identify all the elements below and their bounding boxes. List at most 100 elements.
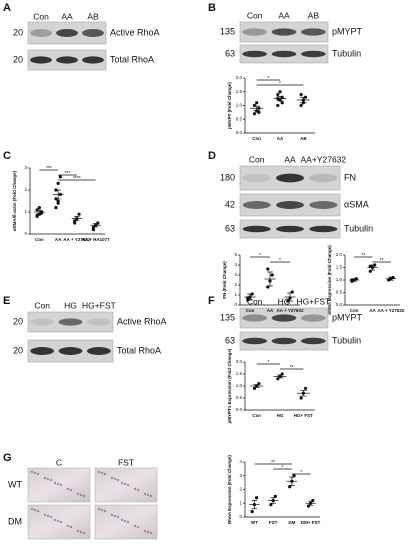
lane-label: AA+Y27632	[301, 154, 347, 164]
data-point	[91, 225, 96, 229]
data-point	[56, 199, 60, 203]
y-tick-label: 2	[239, 487, 242, 492]
nucleus	[126, 483, 130, 487]
x-tick-label: Con	[252, 136, 261, 141]
data-point	[252, 103, 257, 108]
nucleus	[66, 487, 70, 491]
nucleus	[79, 493, 83, 497]
band	[58, 318, 83, 326]
marker-label: 42	[225, 199, 235, 209]
y-tick-label: 0.0	[336, 302, 343, 307]
nucleus	[146, 530, 150, 534]
y-tick-label: 1.5	[236, 89, 243, 94]
band	[56, 29, 78, 37]
nucleus	[123, 482, 127, 486]
blot-label: pMYPT	[332, 26, 363, 36]
data-point	[299, 103, 303, 108]
nucleus	[110, 476, 114, 480]
band	[30, 56, 52, 64]
nucleus	[49, 478, 53, 482]
band	[82, 56, 104, 64]
nucleus	[126, 520, 130, 524]
lane-label: AB	[308, 10, 320, 20]
y-tick-label: 2.0	[236, 359, 243, 364]
nucleus	[46, 477, 50, 481]
error-bar	[253, 105, 260, 111]
data-point	[299, 396, 303, 400]
band	[271, 28, 297, 36]
nucleus	[113, 514, 117, 518]
nucleus	[113, 477, 117, 481]
nucleus	[116, 515, 120, 519]
lane-label: Con	[34, 300, 50, 310]
error-bar	[36, 209, 42, 215]
x-tick-label: HG+ FST	[294, 413, 313, 418]
lane-label: Con	[247, 296, 263, 306]
nucleus	[133, 524, 137, 528]
significance-label: **	[380, 258, 384, 264]
nucleus	[53, 518, 57, 522]
error-bar	[300, 96, 307, 104]
lane-label: Con	[249, 154, 265, 164]
x-tick-label: DM	[288, 520, 295, 525]
data-point	[250, 509, 254, 514]
nucleus	[33, 508, 37, 512]
nucleus	[53, 481, 57, 485]
nucleus	[103, 509, 107, 513]
significance-label: ****	[73, 176, 81, 182]
nucleus	[56, 519, 60, 523]
x-tick-label: DM+ FST	[301, 520, 321, 525]
band	[242, 314, 267, 322]
y-axis-label: RhoA Expression (Fold Change)	[227, 455, 232, 524]
marker-label: 20	[13, 54, 23, 64]
nucleus	[66, 524, 70, 528]
data-point	[37, 206, 41, 210]
data-point	[254, 496, 259, 500]
lane-label: AA	[284, 154, 296, 164]
nucleus	[59, 520, 63, 524]
significance-label: ***	[65, 171, 71, 177]
nucleus	[97, 470, 101, 474]
blot-label: αSMA	[344, 199, 369, 209]
y-tick-label: 0.5	[236, 116, 243, 121]
x-tick-label: AA	[277, 136, 284, 141]
data-point	[252, 112, 257, 116]
significance-label: **	[290, 365, 294, 371]
data-point	[276, 103, 280, 108]
panel-label: D	[208, 150, 216, 162]
panel-label: F	[208, 295, 215, 307]
marker-label: 180	[220, 172, 235, 182]
y-tick-label: 1.5	[336, 265, 343, 270]
nucleus	[79, 530, 83, 534]
band	[30, 29, 52, 37]
nucleus	[100, 471, 104, 475]
y-tick-label: 1	[234, 292, 237, 297]
error-bar	[351, 278, 357, 282]
nucleus	[43, 513, 47, 517]
data-point	[292, 474, 296, 478]
nucleus	[76, 492, 80, 496]
nucleus	[30, 507, 34, 511]
error-bar	[369, 264, 376, 271]
y-tick-label: 0	[234, 302, 237, 307]
panel-label: B	[208, 2, 216, 14]
band	[242, 173, 271, 183]
band	[242, 50, 267, 58]
significance-label: *	[279, 81, 281, 87]
data-point	[273, 494, 277, 498]
band	[309, 225, 338, 233]
panel-label: A	[3, 2, 11, 14]
nucleus	[43, 476, 47, 480]
blot-label: Active RhoA	[110, 27, 160, 37]
y-tick-label: 2	[24, 187, 27, 192]
nucleus	[120, 481, 124, 485]
nucleus	[100, 508, 104, 512]
lane-label: HG+FST	[296, 296, 330, 306]
error-bar	[276, 374, 284, 379]
data-point	[35, 213, 39, 217]
nucleus	[59, 483, 63, 487]
nucleus	[116, 478, 120, 482]
data-point	[299, 92, 303, 97]
lane-label: HG+FST	[82, 300, 116, 310]
